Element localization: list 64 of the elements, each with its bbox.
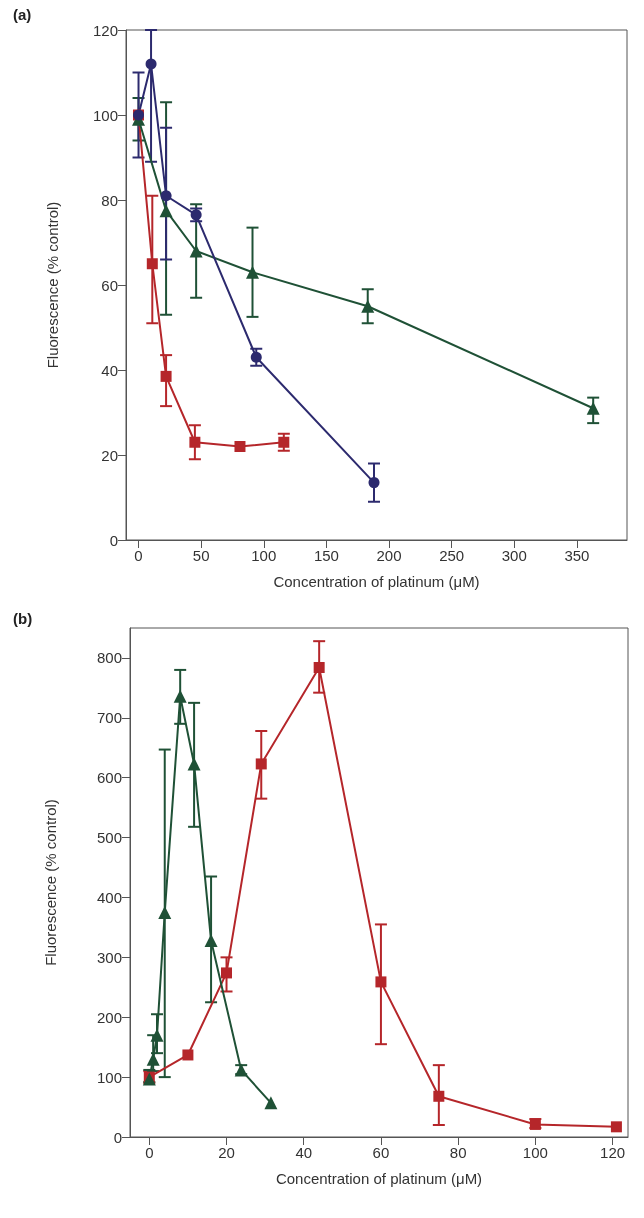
y-tick-label: 700 [96,709,122,727]
point [160,190,172,202]
point [189,436,201,448]
point [189,244,203,258]
point [264,1096,278,1110]
x-tick-label: 100 [251,547,277,564]
y-tick-label: 400 [96,888,122,906]
chart-title: (a) [13,6,32,23]
point [145,58,157,70]
x-tick-label: 300 [501,547,527,564]
point [160,370,172,382]
point [250,351,262,363]
x-tick-label: 250 [439,547,465,564]
y-tick-label: 300 [96,948,122,966]
y-tick-label: 0 [109,531,118,549]
point [173,689,187,703]
x-tick-label: 150 [313,547,339,564]
point [159,204,173,218]
point [146,258,158,270]
x-tick-label: 0 [145,1144,154,1161]
y-tick-label: 40 [101,361,118,379]
x-tick-label: 200 [376,547,402,564]
x-tick-label: 0 [134,547,143,564]
y-tick-label: 0 [113,1128,122,1146]
y-tick-label: 60 [101,276,118,294]
point [146,1052,160,1066]
x-axis-title: Concentration of platinum (μM) [273,573,480,590]
x-tick-label: 120 [600,1144,626,1161]
x-tick-label: 20 [218,1144,235,1161]
point [610,1121,622,1133]
y-tick-label: 800 [96,649,122,667]
x-tick-label: 50 [192,547,210,564]
point [361,299,375,313]
point [586,401,600,415]
y-axis-title: Fluorescence (% control) [42,799,59,966]
point [375,976,387,988]
y-tick-label: 200 [96,1008,122,1026]
y-tick-label: 120 [92,21,118,39]
x-tick-label: 350 [564,547,590,564]
point [433,1090,445,1102]
y-tick-label: 20 [101,446,118,464]
point [158,905,172,919]
x-tick-label: 60 [372,1144,390,1161]
y-tick-label: 100 [92,106,118,124]
point [278,436,290,448]
y-tick-label: 100 [96,1068,122,1086]
x-axis-title: Concentration of platinum (μM) [275,1170,483,1187]
y-axis-title: Fluorescence (% control) [44,201,61,369]
point [255,758,267,770]
x-tick-label: 80 [449,1144,467,1161]
y-tick-label: 500 [96,829,122,847]
point [187,757,201,771]
x-tick-label: 100 [522,1144,548,1161]
point [182,1049,194,1061]
point [368,477,380,489]
chart-title: (b) [13,610,33,627]
point [246,265,259,279]
point [204,934,218,948]
point [313,662,325,674]
point [234,441,246,452]
x-tick-label: 40 [295,1144,313,1161]
point [221,967,233,979]
y-tick-label: 80 [101,191,118,209]
y-tick-label: 600 [96,769,122,787]
